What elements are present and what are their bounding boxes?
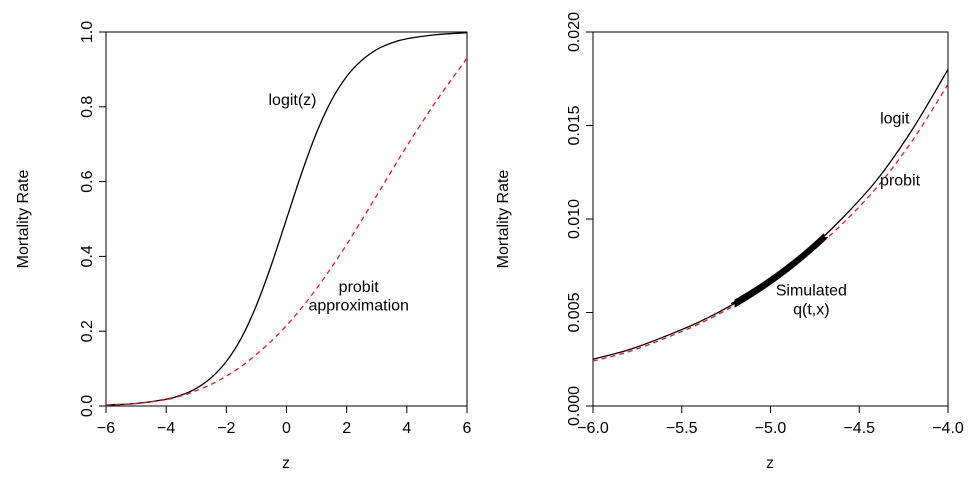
right-y-tick-label: 0.000 [566, 386, 583, 426]
right-axis-ticks: −6.0 −5.5 −5.0 −4.5 −4.0 0.000 0.005 0.010 0.015… [566, 12, 964, 437]
right-x-tick-label: −4.5 [843, 420, 875, 437]
left-x-axis-label: z [282, 455, 290, 472]
right-x-tick-label: −5.0 [755, 420, 787, 437]
right-y-tick-label: 0.015 [566, 105, 583, 145]
left-y-tick-label: 1.0 [79, 21, 96, 43]
left-y-tick-label: 0.4 [79, 245, 96, 267]
left-x-tick-label: −2 [217, 420, 235, 437]
left-y-tick-label: 0.8 [79, 96, 96, 118]
left-y-tick-label: 0.2 [79, 320, 96, 342]
right-y-tick-label: 0.005 [566, 292, 583, 332]
right-annotation: logit [880, 111, 910, 128]
right-x-axis-label: z [766, 455, 774, 472]
right-simulated-point [818, 234, 827, 243]
left-x-tick-label: −4 [157, 420, 175, 437]
left-x-tick-label: 0 [282, 420, 291, 437]
left-x-tick-label: 6 [463, 420, 472, 437]
left-y-axis-label: Mortality Rate [15, 170, 32, 269]
left-annotation: logit(z) [269, 92, 317, 109]
right-annotation: Simulated [776, 283, 847, 300]
right-simulated-point [819, 233, 828, 242]
left-x-tick-label: −6 [97, 420, 115, 437]
right-annotation: probit [880, 172, 921, 189]
left-annotation: probit [339, 279, 380, 296]
left-axis-ticks: −6 −4 −2 0 2 4 6 0.0 0.2 0.4 0.6 0.8 1.0 [79, 21, 472, 437]
right-series-group [592, 69, 949, 362]
right-probit-curve [592, 84, 949, 362]
right-x-tick-label: −6.0 [577, 420, 609, 437]
left-series-group [105, 32, 468, 406]
right-y-tick-label: 0.010 [566, 199, 583, 239]
left-logit-curve [105, 32, 468, 406]
left-annotation: approximation [308, 298, 409, 315]
right-y-tick-label: 0.020 [566, 12, 583, 52]
left-y-tick-label: 0.6 [79, 170, 96, 192]
left-probit-curve [105, 57, 468, 406]
right-annotation: q(t,x) [793, 301, 829, 318]
right-simulated-point [819, 234, 828, 243]
right-x-tick-label: −4.0 [932, 420, 964, 437]
left-x-tick-label: 4 [402, 420, 411, 437]
right-y-axis-label: Mortality Rate [495, 170, 512, 269]
right-x-tick-label: −5.5 [666, 420, 698, 437]
left-y-tick-label: 0.0 [79, 395, 96, 417]
left-annotations: logit(z) probit approximation [269, 92, 409, 315]
right-panel: −6.0 −5.5 −5.0 −4.5 −4.0 0.000 0.005 0.010 0.015… [495, 12, 964, 472]
left-panel: −6 −4 −2 0 2 4 6 0.0 0.2 0.4 0.6 0.8 1.0 logit(z) pro… [15, 21, 472, 472]
right-plot-frame [592, 31, 949, 407]
left-x-tick-label: 2 [342, 420, 351, 437]
